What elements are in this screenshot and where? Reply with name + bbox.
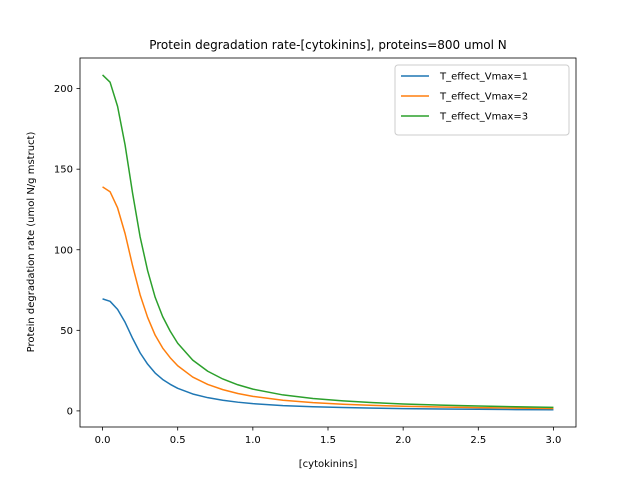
legend-box [394,64,570,136]
x-tick-label: 1.5 [320,435,336,446]
series-line-2 [102,186,554,410]
series-line-3 [102,74,554,409]
legend-label-3: T_effect_Vmax=3 [439,112,528,123]
y-tick-label: 100 [54,245,73,256]
y-tick-label: 150 [54,165,73,176]
x-tick-label: 1.0 [245,435,261,446]
y-tick-label: 50 [60,326,73,337]
y-axis-label: Protein degradation rate (umol N/g mstru… [26,132,37,353]
x-tick-label: 2.0 [395,435,411,446]
y-axis-ticks: 0 50 100 150 200 [54,84,80,417]
x-axis-ticks: 0.0 0.5 1.0 1.5 2.0 2.5 3.0 [95,427,562,446]
x-tick-label: 2.5 [470,435,486,446]
legend: T_effect_Vmax=1 T_effect_Vmax=2 T_effect_V… [394,64,570,136]
x-tick-label: 0.5 [170,435,186,446]
chart-title: Protein degradation rate-[cytokinins], p… [149,38,507,52]
legend-label-2: T_effect_Vmax=2 [439,92,528,103]
legend-label-1: T_effect_Vmax=1 [439,72,528,83]
y-tick-label: 0 [67,406,73,417]
series-line-1 [102,298,554,411]
x-axis-label: [cytokinins] [299,459,358,470]
x-tick-label: 3.0 [546,435,562,446]
x-tick-label: 0.0 [95,435,111,446]
y-tick-label: 200 [54,84,73,95]
plot-lines [102,74,554,411]
